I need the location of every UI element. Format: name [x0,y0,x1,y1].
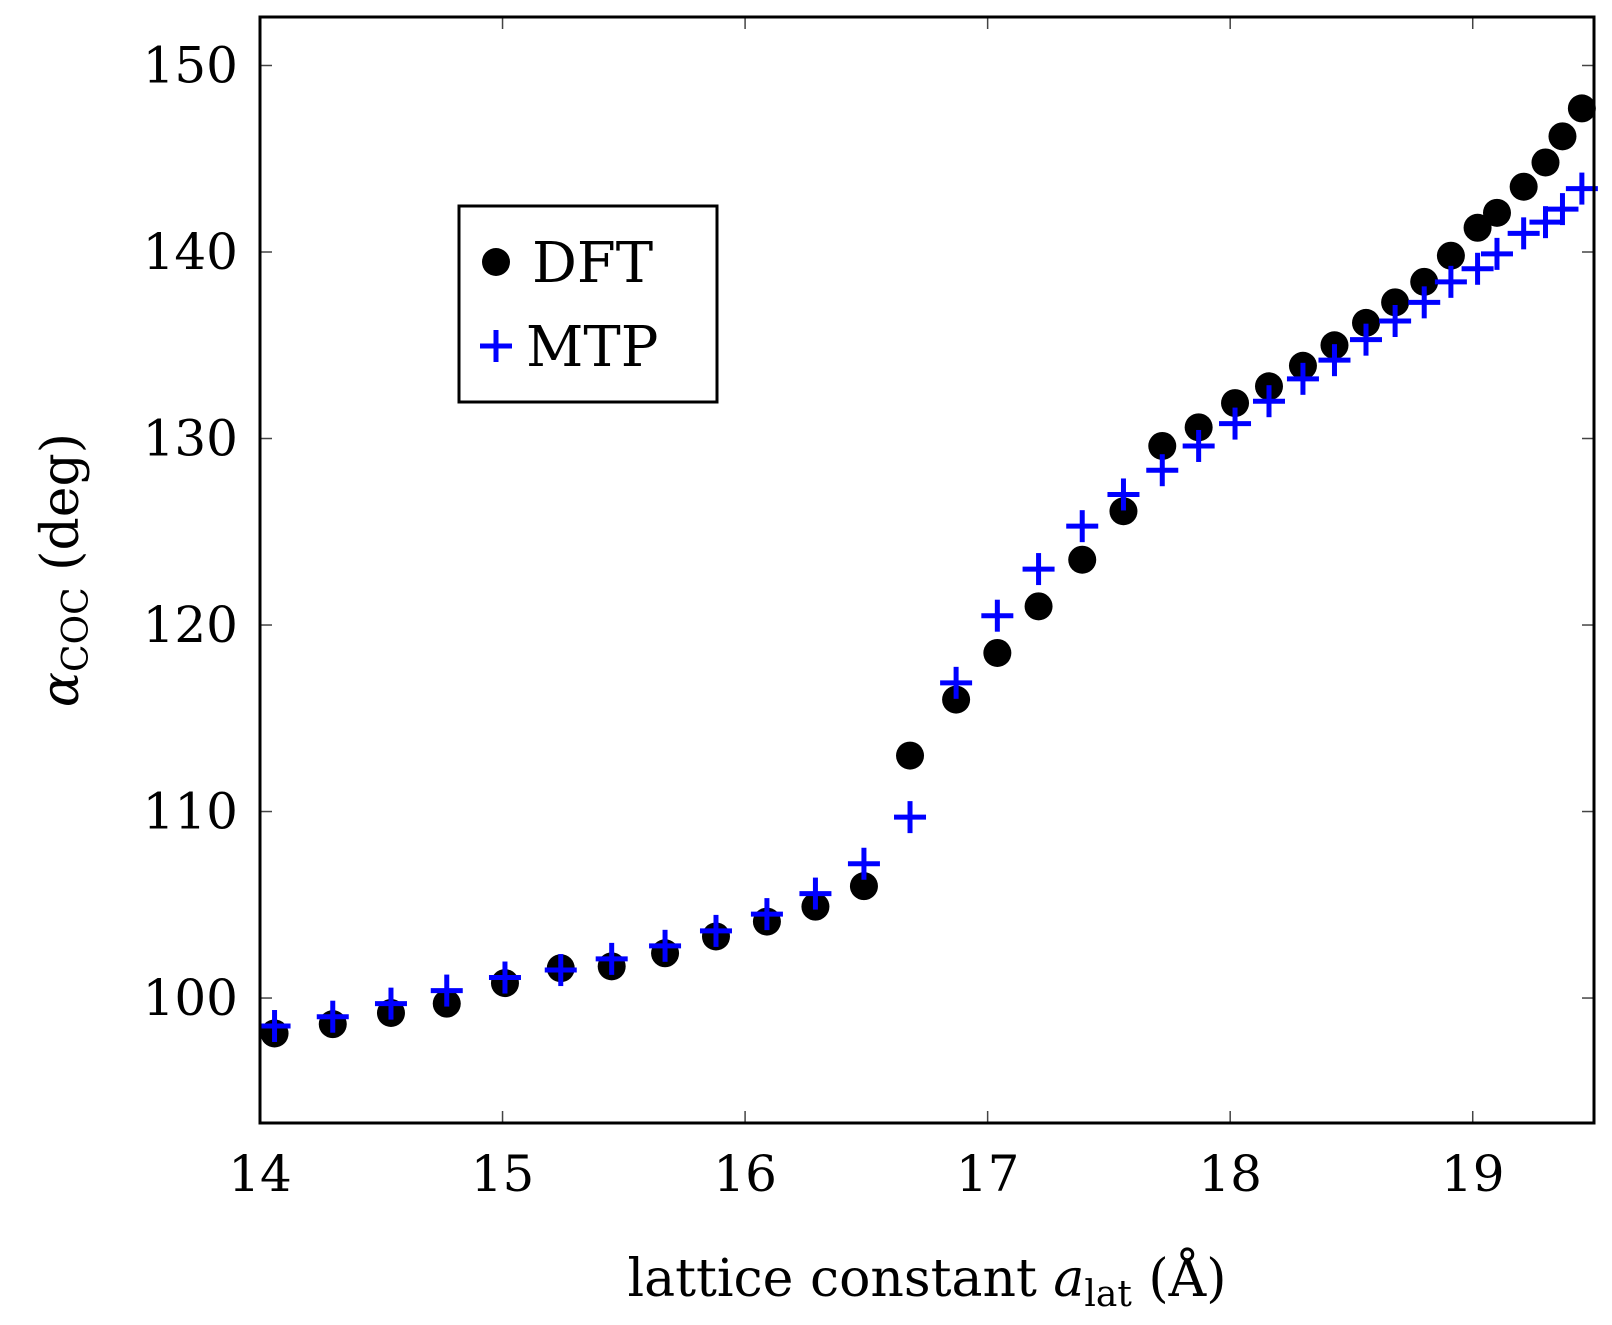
mtp-point [488,961,521,994]
dft-point [1381,288,1410,317]
dft-point [1024,592,1053,621]
mtp-point [1219,407,1252,440]
x-tick-label: 15 [471,1145,535,1203]
dft-point [1531,148,1560,177]
dft-point [1463,213,1492,242]
x-axis-label-var: a [1053,1249,1084,1309]
dft-point [1221,389,1250,418]
legend: DFT MTP [457,204,719,404]
mtp-point [1546,193,1579,226]
mtp-point [1286,362,1319,395]
mtp-point [1252,385,1285,418]
mtp-point [750,898,783,931]
x-tick-label: 16 [713,1145,777,1203]
mtp-point [1350,323,1383,356]
mtp-point [1146,454,1179,487]
mtp-point [799,877,832,910]
legend-mtp-marker [480,330,512,362]
mtp-point [940,666,973,699]
x-tick-label: 19 [1441,1145,1505,1203]
dft-point [896,741,925,770]
dft-point [1548,122,1577,151]
mtp-point [981,599,1014,632]
mtp-point [1408,286,1441,319]
y-tick-labels: 100 110 120 130 140 150 [143,36,238,1027]
mtp-point [1318,344,1351,377]
legend-mtp-label: MTP [526,315,658,380]
dft-point [1068,545,1097,574]
y-tick-label: 130 [143,410,238,468]
dft-point [1482,198,1511,227]
mtp-point [1182,429,1215,462]
x-axis-label-main: lattice constant [627,1249,1053,1309]
dft-point [983,638,1012,667]
y-tick-label: 140 [143,223,238,281]
y-axis-label: αCOC (deg) [31,433,97,707]
mtp-point [1507,217,1540,250]
mtp-point [374,987,407,1020]
mtp-point [1022,553,1055,586]
legend-dft-marker [482,248,510,276]
mtp-point [1529,206,1562,239]
mtp-point [316,1000,349,1033]
mtp-point [649,929,682,962]
y-tick-label: 150 [143,36,238,94]
mtp-point [894,801,927,834]
mtp-point [699,914,732,947]
tick-marks [259,17,1594,1123]
mtp-point [544,954,577,987]
dft-point [1509,172,1538,201]
legend-box [457,204,719,404]
y-axis-label-var: α [31,672,91,707]
x-axis-label: lattice constant alat (Å) [627,1247,1226,1315]
mtp-point [847,847,880,880]
dft-point [1436,241,1465,270]
dft-point [1148,431,1177,460]
legend-dft-label: DFT [532,231,653,296]
mtp-point [258,1010,291,1043]
y-axis-label-unit: (deg) [31,433,91,587]
mtp-point [430,974,463,1007]
plot-frame [258,15,1596,1125]
x-tick-label: 17 [956,1145,1020,1203]
y-tick-label: 100 [143,969,238,1027]
y-axis-label-sub: COC [56,587,97,672]
y-tick-label: 120 [143,596,238,654]
dft-point [849,872,878,901]
mtp-series [258,172,1598,1043]
y-tick-label: 110 [143,783,238,841]
dft-point [942,685,971,714]
x-tick-label: 18 [1198,1145,1262,1203]
mtp-point [1480,237,1513,270]
x-tick-labels: 14 15 16 17 18 19 [228,1145,1504,1203]
mtp-point [1379,305,1412,338]
mtp-point [1434,265,1467,298]
x-axis-label-unit: (Å) [1132,1247,1227,1309]
mtp-point [1066,510,1099,543]
dft-point [1567,94,1596,123]
dft-point [1410,267,1439,296]
dft-point [1352,308,1381,337]
x-axis-label-sub: lat [1084,1274,1132,1315]
mtp-point [1461,252,1494,285]
mtp-point [595,942,628,975]
x-tick-label: 14 [228,1145,292,1203]
mtp-point [1107,478,1140,511]
dft-point [1184,413,1213,442]
dft-point [1109,497,1138,526]
